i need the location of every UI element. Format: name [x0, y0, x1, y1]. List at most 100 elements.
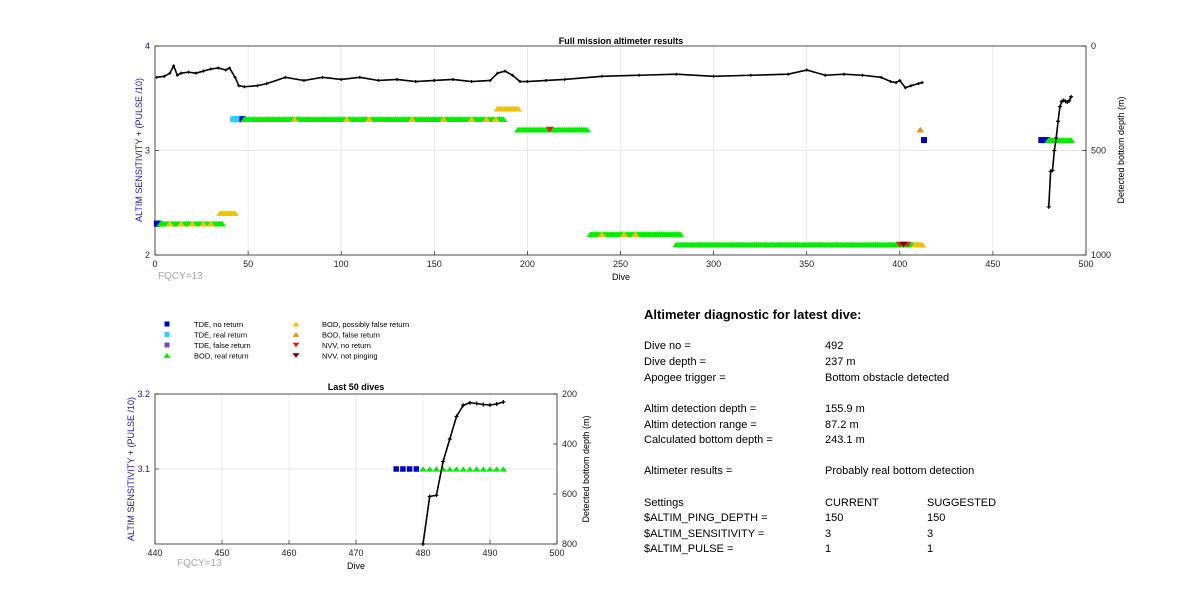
setting-suggested: 150	[927, 512, 946, 524]
depth-point	[488, 78, 492, 82]
setting-name: $ALTIM_PING_DEPTH =	[644, 512, 768, 524]
last-50-dives-chart: Last 50 dives 440 450 460 470 480 490 500 3.1 3…	[126, 382, 591, 571]
depth-point	[172, 64, 176, 68]
results-label: Altimeter results =	[644, 465, 733, 477]
marker-bod-real-return	[676, 231, 685, 237]
x-tick-label: 50	[243, 259, 253, 269]
detection-depth-value: 155.9 m	[825, 403, 865, 415]
y2-axis-label: Detected bottom depth (m)	[581, 415, 591, 522]
depth-point	[916, 82, 920, 86]
depth-line	[422, 401, 504, 545]
marker-bod-real-return	[492, 466, 501, 472]
marker-bod-real-return	[432, 466, 441, 472]
y2-tick-label: 500	[1091, 146, 1106, 156]
y2-axis-label: Detected bottom depth (m)	[1116, 96, 1126, 203]
depth-point	[1046, 204, 1051, 209]
depth-point	[1057, 104, 1062, 109]
depth-point	[168, 71, 172, 75]
depth-point	[1052, 148, 1057, 153]
x-tick-label: 150	[427, 259, 442, 269]
calculated-depth-value: 243.1 m	[825, 434, 865, 446]
marker-bod-real-return	[459, 466, 467, 472]
marker-bod-possibly-false	[231, 210, 240, 217]
marker-tde-no-return	[413, 466, 420, 472]
x-tick-label: 470	[348, 548, 363, 558]
marker-nvv-no-return	[292, 342, 300, 348]
marker-bod-real-return	[499, 116, 508, 122]
legend-label: BOD, possibly false return	[322, 320, 409, 329]
marker-bod-real-return	[1067, 137, 1076, 143]
y2-tick-label: 1000	[1091, 250, 1111, 260]
legend-label: BOD, real return	[194, 352, 249, 361]
marker-bod-real-return	[446, 466, 454, 472]
y-tick-label: 4	[145, 41, 150, 51]
marker-bod-possibly-false	[620, 231, 629, 237]
setting-name: $ALTIM_PULSE =	[644, 543, 734, 555]
depth-point	[525, 80, 529, 84]
legend-label: TDE, no return	[194, 320, 243, 329]
dive-depth-label: Dive depth =	[644, 356, 707, 368]
depth-point	[175, 73, 179, 77]
setting-current: 1	[825, 543, 832, 555]
settings-header: Settings	[644, 497, 684, 509]
depth-point	[201, 69, 205, 73]
legend-label: BOD, false return	[322, 331, 380, 340]
marker-bod-real-return	[472, 466, 481, 472]
marker-bod-possibly-false	[177, 220, 186, 227]
marker-bod-possibly-false	[292, 321, 300, 327]
x-tick-label: 440	[147, 548, 162, 558]
depth-point	[1067, 98, 1072, 103]
depth-point	[894, 81, 898, 85]
depth-point	[302, 78, 306, 82]
depth-point	[511, 73, 515, 77]
x-tick-label: 350	[799, 259, 814, 269]
depth-point	[209, 67, 213, 71]
depth-point	[749, 73, 753, 77]
y2-tick-label: 800	[562, 539, 577, 549]
y-tick-label: 3	[145, 146, 150, 156]
depth-point	[233, 75, 237, 79]
marker-bod-possibly-false	[407, 116, 416, 122]
detection-range-label: Altim detection range =	[644, 419, 757, 431]
depth-point	[518, 80, 522, 84]
setting-suggested: 1	[927, 543, 934, 555]
chart-title: Last 50 dives	[328, 382, 385, 392]
x-axis-label: Dive	[612, 272, 630, 282]
legend-label: TDE, false return	[194, 341, 251, 350]
y-tick-label: 2	[145, 250, 150, 260]
diagnostic-title: Altimeter diagnostic for latest dive:	[644, 307, 862, 322]
x-tick-label: 490	[482, 548, 497, 558]
marker-bod-false-return	[916, 126, 925, 133]
marker-bod-possibly-false	[918, 241, 927, 248]
depth-point	[494, 402, 499, 406]
y2-tick-label: 200	[562, 389, 577, 399]
marker-bod-possibly-false	[199, 220, 208, 227]
setting-suggested: 3	[927, 528, 934, 540]
depth-point	[395, 77, 399, 81]
y2-tick-label: 400	[562, 439, 577, 449]
depth-point	[358, 75, 362, 79]
depth-point	[879, 75, 883, 79]
legend-label: NVV, no return	[322, 341, 371, 350]
depth-point	[155, 75, 159, 79]
depth-point	[414, 80, 418, 84]
marker-bod-false-return	[292, 332, 300, 337]
depth-point	[1056, 119, 1061, 124]
x-tick-label: 200	[520, 259, 535, 269]
x-tick-label: 250	[613, 259, 628, 269]
x-tick-label: 450	[214, 548, 229, 558]
x-tick-label: 500	[1078, 259, 1093, 269]
full-mission-chart: Full mission altimeter results 0 50 100 150…	[134, 36, 1126, 282]
x-tick-label: 500	[549, 548, 564, 558]
depth-point	[432, 78, 436, 82]
x-tick-label: 400	[892, 259, 907, 269]
y-tick-label: 3.2	[137, 389, 150, 399]
depth-point	[339, 77, 343, 81]
depth-point	[1054, 135, 1059, 140]
marker-bod-real-return	[163, 353, 171, 358]
current-header: CURRENT	[825, 497, 879, 509]
marker-bod-real-return	[582, 126, 591, 133]
depth-point	[376, 78, 380, 82]
depth-point	[805, 68, 809, 72]
marker-bod-real-return	[452, 466, 461, 472]
